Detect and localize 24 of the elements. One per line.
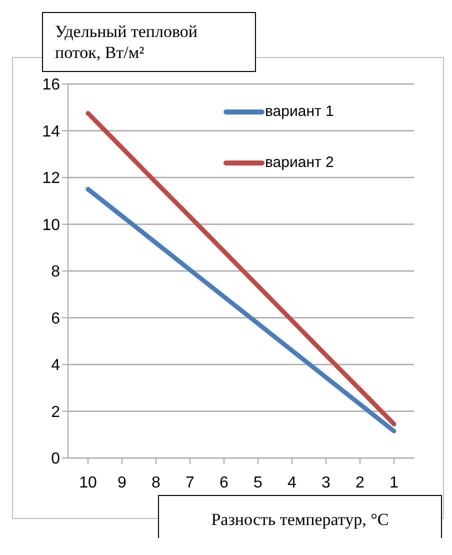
x-tick-label: 8 xyxy=(152,474,161,492)
x-tick-label: 3 xyxy=(322,474,331,492)
x-tick-label: 1 xyxy=(390,474,399,492)
y-tick-label: 10 xyxy=(42,216,60,234)
x-tick-label: 4 xyxy=(288,474,297,492)
y-tick-label: 4 xyxy=(51,357,60,374)
y-tick-label: 14 xyxy=(42,123,60,140)
x-tick-label: 7 xyxy=(186,474,195,492)
y-tick-label: 12 xyxy=(42,170,60,188)
legend-label: вариант 2 xyxy=(265,154,334,171)
x-tick-label: 6 xyxy=(220,474,229,492)
line-series xyxy=(86,186,396,434)
x-axis-title: Разность температур, °C xyxy=(210,509,390,531)
y-tick-label: 0 xyxy=(51,450,60,468)
x-tick-label: 2 xyxy=(356,474,365,492)
y-tick-label: 8 xyxy=(51,264,60,281)
x-tick-label: 10 xyxy=(79,474,97,492)
x-tick-label: 5 xyxy=(254,474,263,492)
x-tick-label: 9 xyxy=(118,474,127,492)
y-axis-title: Удельный тепловой поток, Вт/м² xyxy=(42,12,256,72)
y-tick-label: 16 xyxy=(42,76,60,94)
y-tick-label: 6 xyxy=(51,310,60,328)
y-tick-label: 2 xyxy=(51,404,60,421)
legend-label: вариант 1 xyxy=(265,103,334,120)
